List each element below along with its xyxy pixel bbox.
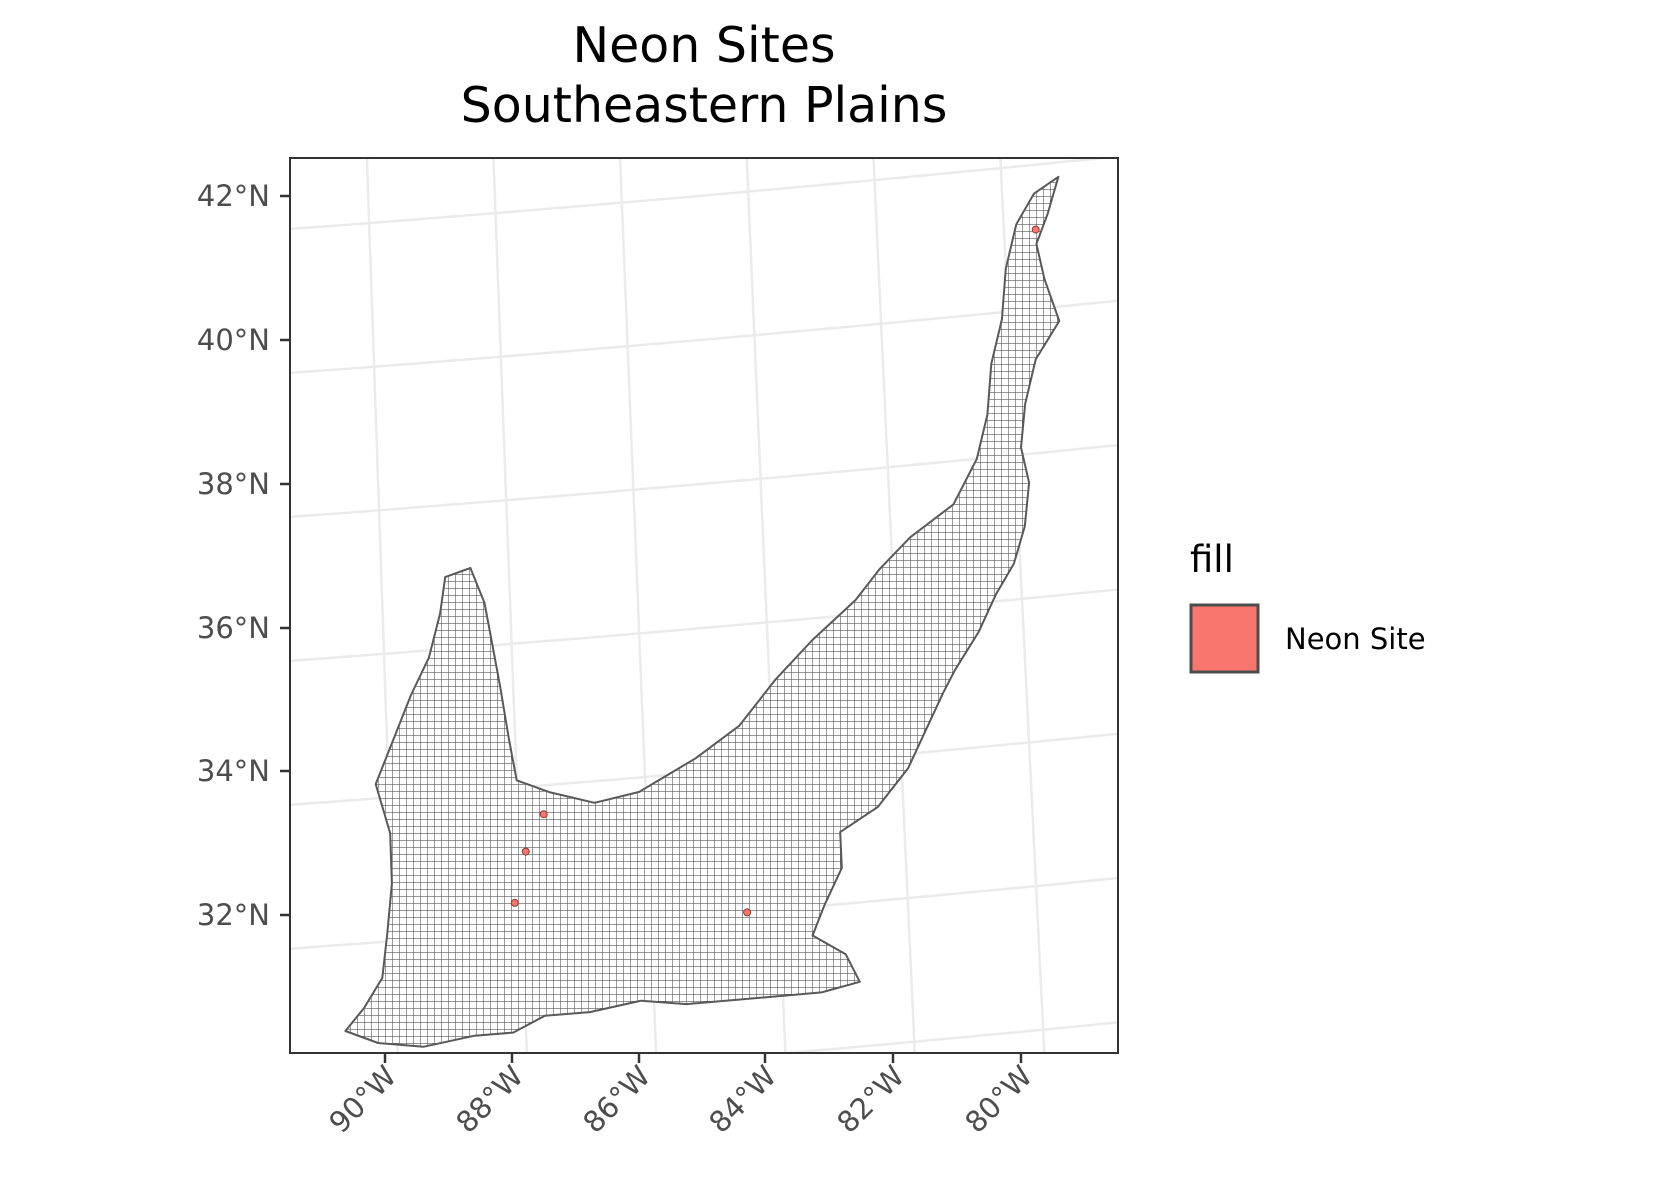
y-tick-label: 34°N bbox=[197, 754, 270, 788]
graticule-line bbox=[1116, 0, 1180, 1161]
y-tick-label: 32°N bbox=[197, 898, 270, 932]
legend: fill Neon Site bbox=[1189, 538, 1426, 674]
neon-sites-layer bbox=[510, 225, 1040, 917]
chart-title: Neon Sites bbox=[572, 17, 835, 74]
neon-site-marker bbox=[521, 847, 530, 856]
chart-subtitle: Southeastern Plains bbox=[461, 77, 948, 134]
graticule-line bbox=[999, 158, 1046, 1053]
graticule-line bbox=[81, 1141, 1374, 1181]
legend-label: Neon Site bbox=[1285, 622, 1426, 656]
y-tick-label: 42°N bbox=[197, 179, 270, 213]
ecoregion-southeastern-plains bbox=[344, 175, 1061, 1048]
y-tick-label: 36°N bbox=[197, 611, 270, 645]
x-axis: 90°W 88°W 86°W 84°W 82°W 80°W bbox=[322, 1053, 1039, 1140]
graticule-line bbox=[290, 299, 1118, 375]
graticule-line bbox=[290, 588, 1118, 663]
graticule-line bbox=[290, 443, 1118, 519]
legend-title: fill bbox=[1190, 538, 1234, 581]
legend-key-neon-site bbox=[1189, 603, 1260, 674]
graticule-line bbox=[1242, 0, 1309, 1148]
x-tick-label: 88°W bbox=[449, 1059, 530, 1140]
graticule-line bbox=[618, 158, 658, 1053]
x-tick-label: 82°W bbox=[830, 1059, 911, 1140]
y-tick-label: 40°N bbox=[197, 323, 270, 357]
neon-site-marker bbox=[743, 908, 752, 917]
graticule-line bbox=[290, 158, 1115, 231]
x-tick-label: 84°W bbox=[702, 1059, 783, 1140]
y-axis: 42°N 40°N 38°N 36°N 34°N 32°N bbox=[197, 179, 290, 932]
x-tick-label: 86°W bbox=[576, 1059, 657, 1140]
x-tick-label: 90°W bbox=[322, 1059, 403, 1140]
neon-site-marker bbox=[539, 810, 548, 819]
neon-site-marker bbox=[510, 898, 519, 907]
y-tick-label: 38°N bbox=[197, 467, 270, 501]
graticule-line bbox=[110, 26, 145, 1181]
neon-site-marker bbox=[1031, 225, 1040, 234]
x-tick-label: 80°W bbox=[958, 1059, 1039, 1140]
plot-panel-border bbox=[289, 157, 1119, 1054]
